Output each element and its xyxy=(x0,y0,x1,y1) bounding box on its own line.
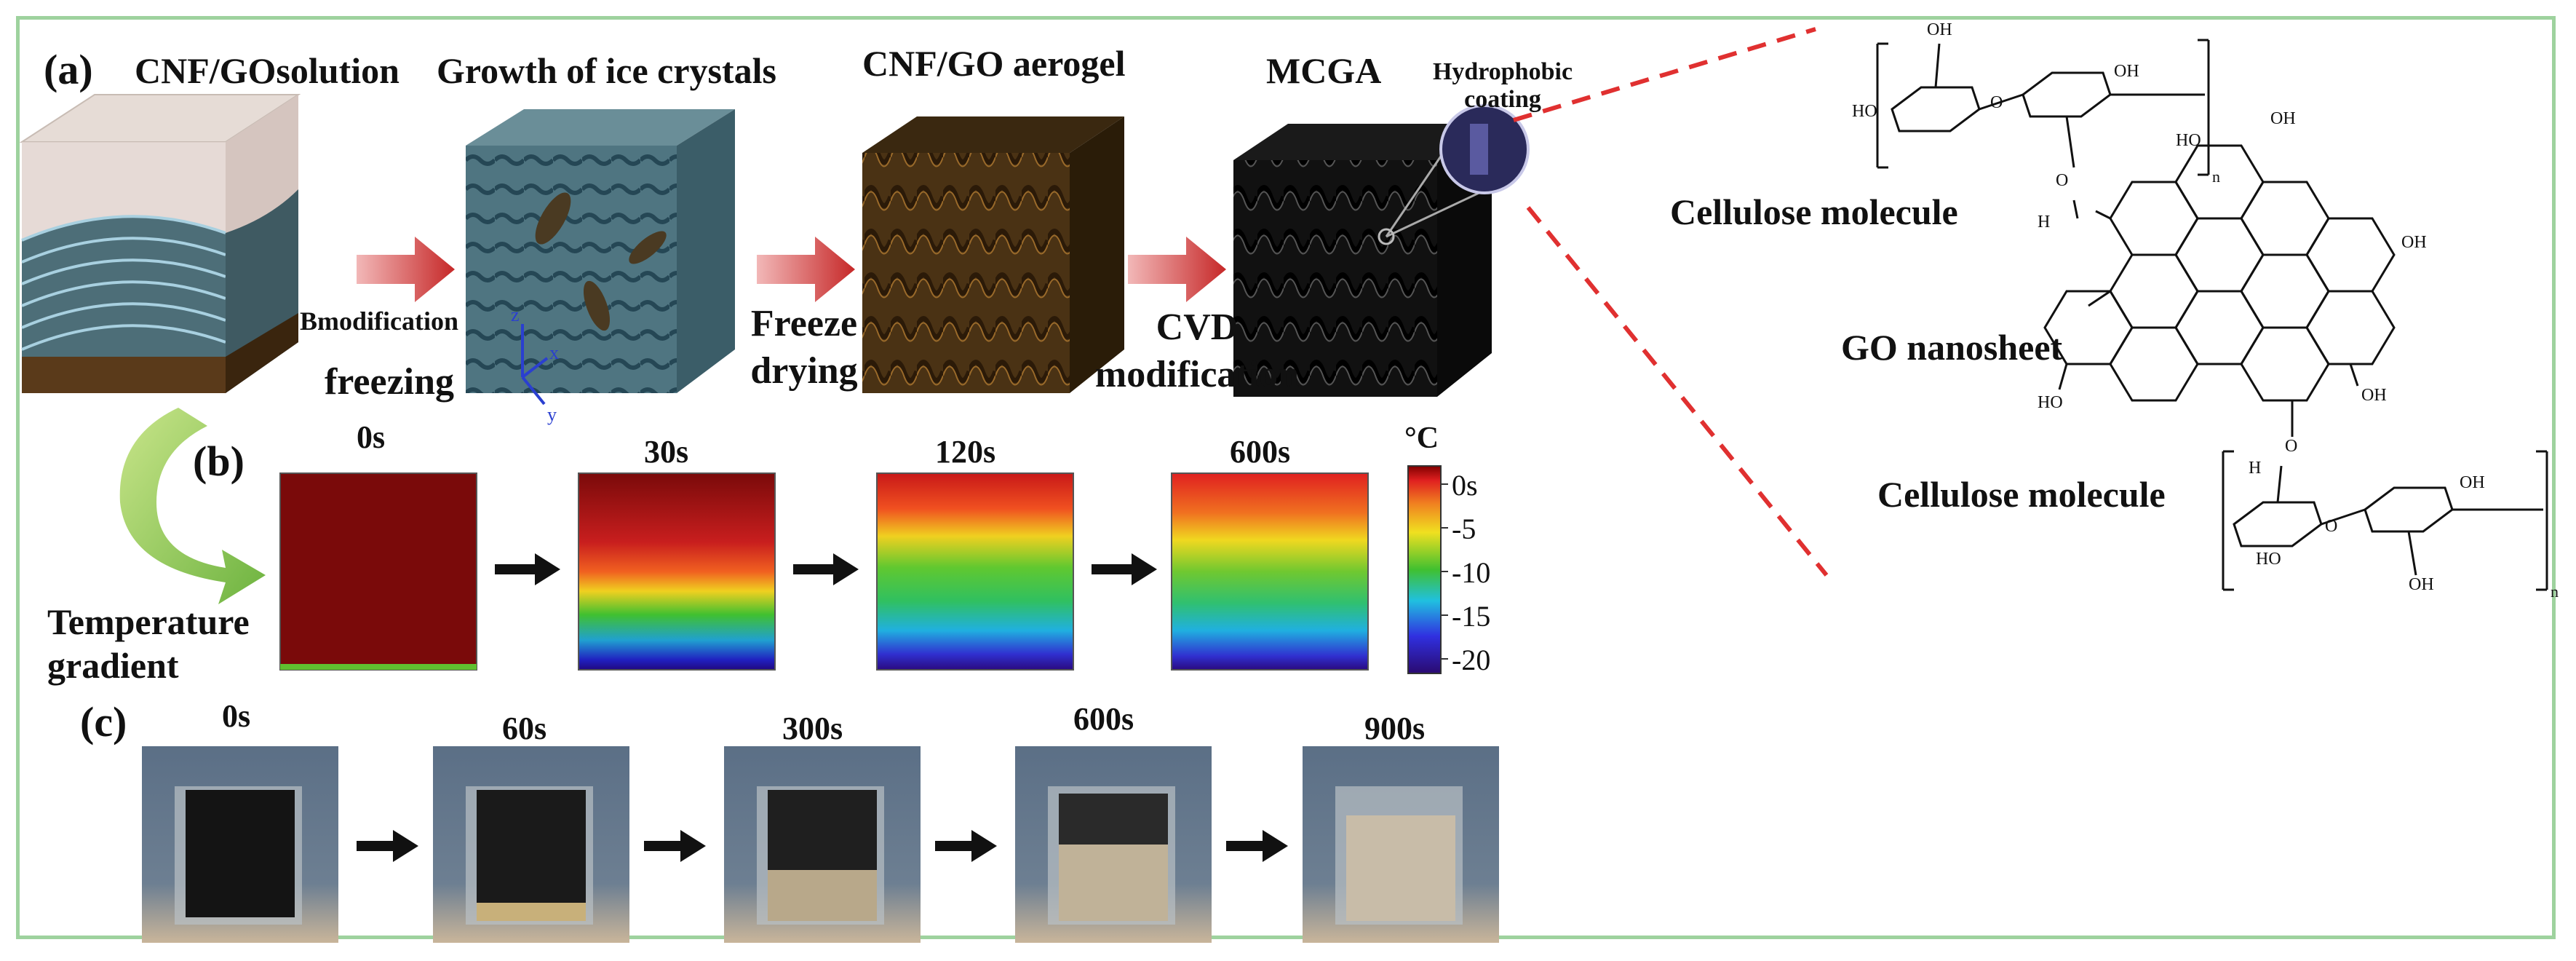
temperature-gradient-line1: Temperature xyxy=(47,601,250,642)
temperature-gradient-line2: gradient xyxy=(47,645,179,686)
photo-300s xyxy=(724,746,921,943)
red-arrow-3 xyxy=(1128,237,1226,302)
colorbar-tick-0: 0s xyxy=(1452,469,1478,502)
panel-a-label: (a) xyxy=(44,46,93,93)
axis-y-label: y xyxy=(547,404,557,425)
atom-o-1: O xyxy=(1990,93,2003,112)
figure-border xyxy=(16,16,2556,939)
colorbar-tick-2: -10 xyxy=(1452,556,1491,589)
photo-time-60s: 60s xyxy=(502,711,547,746)
atom-oh-5: OH xyxy=(2361,386,2387,405)
sim-120s xyxy=(876,472,1074,671)
step-aerogel-title: CNF/GO aerogel xyxy=(862,43,1126,84)
sim-600s xyxy=(1171,472,1369,671)
colorbar-unit: °C xyxy=(1404,422,1439,455)
arrow1-label-line1: Bmodification xyxy=(300,307,459,336)
repeat-n-top: n xyxy=(2212,167,2220,186)
photo-60s xyxy=(433,746,629,943)
zoom-line-bottom xyxy=(1526,206,1829,577)
coating-label-line2: coating xyxy=(1464,86,1541,113)
atom-oh-3: OH xyxy=(2270,109,2296,128)
sim-time-120s: 120s xyxy=(935,434,996,470)
arrow3-label-line2: modification xyxy=(1094,354,1300,395)
axis-z-label: z xyxy=(511,304,520,325)
atom-o-4: O xyxy=(2325,517,2338,536)
step-solution-title: CNF/GOsolution xyxy=(135,50,399,91)
ice-crystal-cube xyxy=(466,109,735,393)
repeat-n-bottom: n xyxy=(2551,582,2559,601)
axis-x-label: x xyxy=(549,342,559,363)
cellulose-bottom-label: Cellulose molecule xyxy=(1877,474,2166,515)
sim-arrows xyxy=(495,553,1157,585)
photo-time-900s: 900s xyxy=(1364,711,1426,746)
photo-600s xyxy=(1015,746,1212,943)
arrow1-label-line2: freezing xyxy=(324,361,455,403)
solution-cube xyxy=(19,94,301,393)
atom-oh-2: OH xyxy=(2114,62,2139,81)
atom-oh-6: OH xyxy=(2460,473,2485,492)
colorbar-tick-4: -20 xyxy=(1452,644,1491,676)
colorbar-tick-1: -5 xyxy=(1452,513,1476,545)
atom-oh-7: OH xyxy=(2409,575,2434,594)
step-ice-title: Growth of ice crystals xyxy=(437,50,777,91)
arrow2-label-line2: drying xyxy=(750,350,858,392)
coating-label-line1: Hydrophobic xyxy=(1432,58,1573,85)
colorbar-tick-3: -15 xyxy=(1452,600,1491,633)
photo-time-600s: 600s xyxy=(1073,701,1134,737)
atom-ho-4: HO xyxy=(2256,550,2281,569)
colorbar xyxy=(1407,465,1442,674)
panel-c-label: (c) xyxy=(80,698,127,746)
photo-time-300s: 300s xyxy=(782,711,843,746)
atom-h-2: H xyxy=(2249,459,2262,478)
sim-0s xyxy=(279,472,477,671)
coordinate-axes xyxy=(521,324,549,406)
cellulose-bottom-structure xyxy=(2222,450,2548,591)
red-arrow-1 xyxy=(357,237,455,302)
aerogel-cube xyxy=(862,116,1124,393)
sim-time-0s: 0s xyxy=(357,419,386,455)
photo-0s xyxy=(142,746,338,943)
red-arrow-2 xyxy=(757,237,855,302)
mcga-cube xyxy=(1233,104,1530,397)
zoom-line-top xyxy=(1513,27,1816,122)
atom-oh-4: OH xyxy=(2401,233,2427,252)
arrow2-label-line1: Freeze xyxy=(750,303,858,344)
photo-900s xyxy=(1303,746,1499,943)
cellulose-top-label: Cellulose molecule xyxy=(1670,191,1958,232)
atom-o-3: O xyxy=(2285,437,2298,456)
photo-arrows xyxy=(357,830,1288,862)
go-nanosheet-label: GO nanosheet xyxy=(1841,327,2063,368)
atom-ho-3: HO xyxy=(2038,393,2063,412)
sim-30s xyxy=(578,472,776,671)
temperature-gradient-arrow xyxy=(119,408,266,604)
sim-time-600s: 600s xyxy=(1230,434,1291,470)
go-nanosheet-structure xyxy=(2043,144,2396,437)
atom-o-2: O xyxy=(2056,171,2069,190)
arrow3-label-line1: CVD xyxy=(1156,307,1239,348)
coating-label: Hydrophobic coating xyxy=(1415,58,1590,114)
atom-ho-2: HO xyxy=(2176,131,2201,150)
photo-time-0s: 0s xyxy=(222,698,251,734)
atom-oh-1: OH xyxy=(1927,20,1952,39)
panel-b-label: (b) xyxy=(193,438,245,485)
cellulose-top-structure xyxy=(1876,39,2210,176)
step-mcga-title: MCGA xyxy=(1266,50,1382,91)
atom-ho-1: HO xyxy=(1852,102,1877,121)
atom-h-1: H xyxy=(2038,213,2051,232)
sim-time-30s: 30s xyxy=(644,434,689,470)
